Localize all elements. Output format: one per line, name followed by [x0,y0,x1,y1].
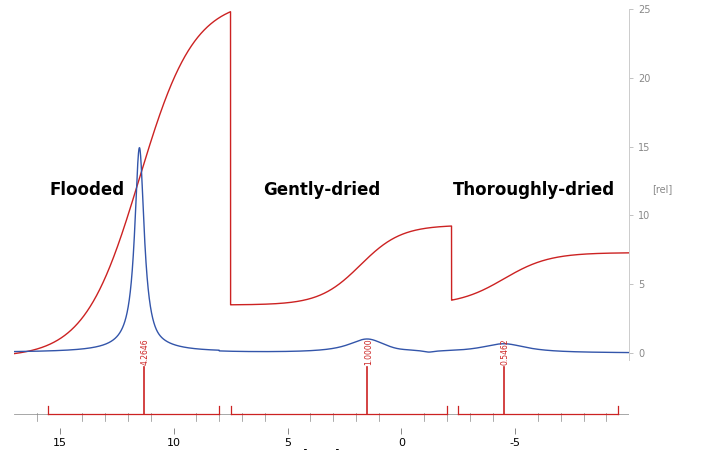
X-axis label: [ppm]: [ppm] [303,449,341,450]
Text: 1.0000: 1.0000 [364,339,373,365]
Y-axis label: [rel]: [rel] [652,184,672,194]
Text: 4.2646: 4.2646 [141,339,150,365]
Text: 0.5462: 0.5462 [501,339,510,365]
Text: Flooded: Flooded [49,181,124,199]
Text: Thoroughly-dried: Thoroughly-dried [452,181,614,199]
Text: Gently-dried: Gently-dried [263,181,380,199]
